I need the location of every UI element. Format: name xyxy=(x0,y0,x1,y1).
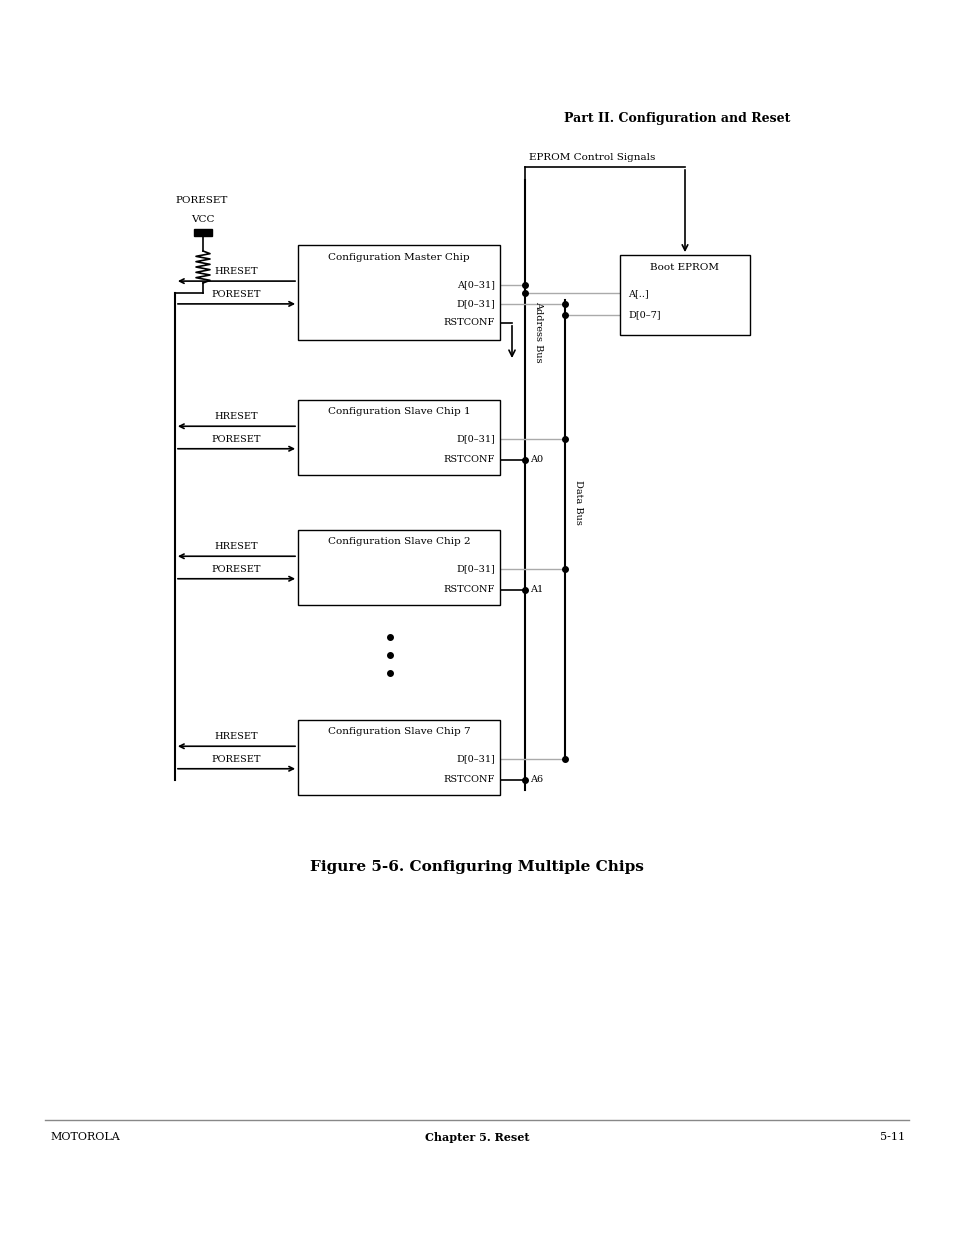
Text: RSTCONF: RSTCONF xyxy=(443,776,495,784)
Text: A[0–31]: A[0–31] xyxy=(456,280,495,289)
Text: D[0–31]: D[0–31] xyxy=(456,755,495,763)
Text: RSTCONF: RSTCONF xyxy=(443,585,495,594)
Text: D[0–31]: D[0–31] xyxy=(456,564,495,573)
Text: Chapter 5. Reset: Chapter 5. Reset xyxy=(424,1132,529,1144)
Text: Part II. Configuration and Reset: Part II. Configuration and Reset xyxy=(563,112,789,125)
Text: PORESET: PORESET xyxy=(211,755,260,763)
Text: A6: A6 xyxy=(530,776,542,784)
Text: HRESET: HRESET xyxy=(214,267,257,277)
Text: A[..]: A[..] xyxy=(627,289,648,298)
Text: D[0–31]: D[0–31] xyxy=(456,299,495,309)
Text: D[0–7]: D[0–7] xyxy=(627,310,659,320)
Text: A1: A1 xyxy=(530,585,542,594)
Text: Configuration Slave Chip 1: Configuration Slave Chip 1 xyxy=(327,408,470,416)
Text: MOTOROLA: MOTOROLA xyxy=(50,1132,120,1142)
Bar xyxy=(193,228,212,236)
Text: VCC: VCC xyxy=(191,215,214,224)
Bar xyxy=(297,530,499,605)
Bar xyxy=(297,720,499,795)
Bar xyxy=(297,245,499,340)
Bar xyxy=(619,254,749,335)
Text: HRESET: HRESET xyxy=(214,412,257,421)
Text: HRESET: HRESET xyxy=(214,732,257,741)
Text: Figure 5-6. Configuring Multiple Chips: Figure 5-6. Configuring Multiple Chips xyxy=(310,860,643,874)
Text: Address Bus: Address Bus xyxy=(534,301,543,363)
Text: RSTCONF: RSTCONF xyxy=(443,456,495,464)
Text: PORESET: PORESET xyxy=(211,290,260,299)
Text: PORESET: PORESET xyxy=(211,435,260,443)
Text: 5-11: 5-11 xyxy=(879,1132,904,1142)
Text: HRESET: HRESET xyxy=(214,542,257,551)
Text: Configuration Slave Chip 7: Configuration Slave Chip 7 xyxy=(327,727,470,736)
Text: PORESET: PORESET xyxy=(211,564,260,574)
Text: Configuration Slave Chip 2: Configuration Slave Chip 2 xyxy=(327,537,470,546)
Text: Data Bus: Data Bus xyxy=(574,479,583,525)
Text: A0: A0 xyxy=(530,456,542,464)
Text: PORESET: PORESET xyxy=(174,196,227,205)
Bar xyxy=(297,400,499,475)
Text: RSTCONF: RSTCONF xyxy=(443,319,495,327)
Text: D[0–31]: D[0–31] xyxy=(456,435,495,443)
Text: EPROM Control Signals: EPROM Control Signals xyxy=(528,153,655,162)
Text: Configuration Master Chip: Configuration Master Chip xyxy=(328,253,469,262)
Text: Boot EPROM: Boot EPROM xyxy=(650,263,719,272)
